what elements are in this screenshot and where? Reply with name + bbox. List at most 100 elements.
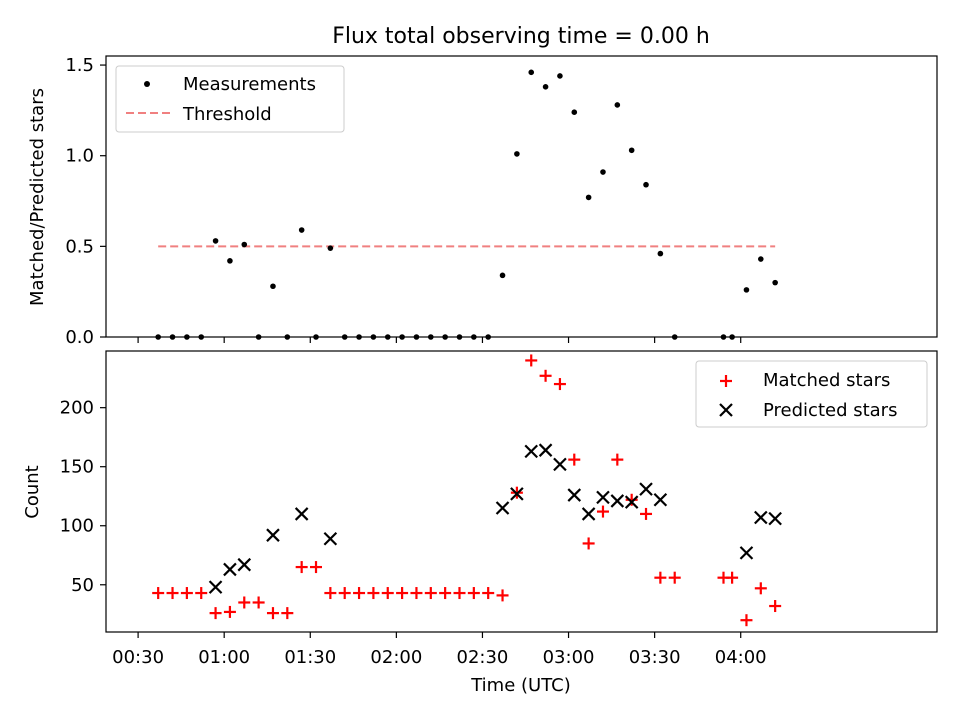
matched-star-marker [152, 587, 165, 600]
matched-star-marker [453, 587, 466, 600]
bottom-x-tick-label: 02:00 [370, 647, 422, 668]
matched-star-marker [166, 587, 179, 600]
measurement-point [270, 283, 276, 290]
legend-measurements-marker [144, 81, 150, 87]
measurement-point [743, 287, 750, 293]
bottom-x-tick-label: 01:00 [198, 647, 250, 668]
predicted-star-marker [581, 507, 596, 521]
measurement-point [600, 169, 606, 175]
matched-star-marker [338, 587, 351, 600]
predicted-star-stroke [739, 546, 754, 560]
matched-star-marker [769, 600, 782, 613]
measurement-point [772, 279, 778, 286]
matched-star-marker [496, 589, 509, 602]
bottom-y-axis-label: Count [22, 465, 43, 518]
matched-star-marker [740, 614, 753, 627]
predicted-star-marker [223, 562, 237, 577]
bottom-panel: 00:30 01:00 01:30 02:00 02:30 03:00 03:30 04:00… [22, 350, 938, 668]
matched-star-marker [539, 369, 552, 382]
predicted-star-stroke [596, 490, 610, 505]
matched-star-marker [640, 507, 653, 520]
top-y-tick-label: 1.0 [65, 146, 94, 167]
top-panel: 0.0 0.5 1.0 1.5 Matched/Predicted stars Mea… [27, 55, 938, 348]
predicted-star-stroke [208, 580, 223, 594]
matched-star-marker [324, 587, 337, 600]
predicted-star-marker [323, 531, 338, 546]
predicted-star-stroke [639, 482, 653, 496]
matched-star-marker [611, 453, 624, 466]
matched-star-marker [281, 607, 294, 620]
top-y-tick-label: 1.5 [65, 55, 94, 76]
legend-matched-label: Matched stars [763, 370, 890, 391]
predicted-star-stroke [624, 495, 639, 509]
bottom-x-tick-label: 04:00 [715, 647, 767, 668]
matched-star-marker [238, 596, 251, 609]
bottom-x-tick-label: 00:30 [112, 647, 164, 668]
predicted-star-marker [208, 580, 223, 594]
measurement-point [571, 109, 578, 115]
measurement-point [657, 250, 664, 257]
measurement-point [241, 241, 248, 248]
measurement-point [758, 256, 764, 262]
measurement-point [227, 258, 233, 264]
predicted-star-stroke [567, 488, 582, 502]
matched-star-marker [410, 587, 423, 600]
matched-star-marker [582, 537, 595, 550]
predicted-star-marker [524, 444, 539, 459]
predicted-star-marker [653, 492, 668, 507]
bottom-x-axis: 00:30 01:00 01:30 02:00 02:30 03:00 03:30 04:00 [112, 632, 767, 668]
measurement-point [585, 194, 592, 201]
predicted-star-marker [237, 557, 252, 572]
top-legend-box [115, 65, 345, 133]
predicted-star-marker [495, 501, 510, 515]
legend-predicted-marker [719, 403, 733, 417]
predicted-star-marker [538, 443, 553, 457]
matched-star-marker [726, 571, 739, 584]
predicted-star-stroke [538, 443, 553, 457]
top-y-tick-label: 0.5 [65, 236, 94, 257]
matched-star-marker [424, 587, 437, 600]
predicted-star-stroke [237, 557, 252, 572]
matched-star-marker [596, 505, 609, 518]
bottom-y-tick-label: 200 [60, 398, 94, 419]
bottom-y-tick-label: 150 [60, 457, 94, 478]
matched-star-marker [439, 587, 452, 600]
matched-star-marker [668, 571, 681, 584]
legend-measurements-label: Measurements [183, 74, 316, 95]
matched-star-marker [180, 587, 193, 600]
matched-star-marker [252, 596, 265, 609]
predicted-star-marker [510, 487, 524, 501]
predicted-star-marker [294, 507, 309, 521]
top-legend: Measurements Threshold [115, 65, 345, 133]
measurement-point [628, 147, 635, 154]
matched-star-marker [482, 587, 495, 600]
bottom-x-tick-label: 02:30 [457, 647, 509, 668]
top-plot-frame [105, 55, 938, 338]
measurement-point [298, 227, 305, 233]
top-y-tick-label: 0.0 [65, 327, 94, 348]
predicted-star-marker [610, 494, 625, 508]
bottom-legend-box [695, 360, 928, 428]
top-y-axis-label: Matched/Predicted stars [27, 88, 48, 306]
matched-star-marker [654, 571, 667, 584]
predicted-star-stroke [524, 444, 539, 459]
predicted-star-stroke [653, 492, 668, 507]
bottom-legend: Matched stars Predicted stars [695, 360, 928, 428]
matched-star-marker [310, 561, 323, 574]
predicted-star-stroke [495, 501, 510, 515]
predicted-star-stroke [323, 531, 338, 546]
matched-star-marker [568, 453, 581, 466]
matched-star-marker [553, 378, 566, 391]
matched-star-marker [396, 587, 409, 600]
predicted-star-marker [739, 546, 754, 560]
legend-matched-marker [720, 375, 732, 387]
bottom-x-tick-label: 01:30 [284, 647, 336, 668]
measurement-point [499, 272, 506, 279]
matched-star-marker [223, 605, 236, 618]
matched-star-marker [266, 607, 279, 620]
predicted-star-marker [596, 490, 610, 505]
matched-star-marker [295, 561, 308, 574]
top-x-ticks [137, 337, 742, 343]
bottom-x-tick-label: 03:30 [629, 647, 681, 668]
